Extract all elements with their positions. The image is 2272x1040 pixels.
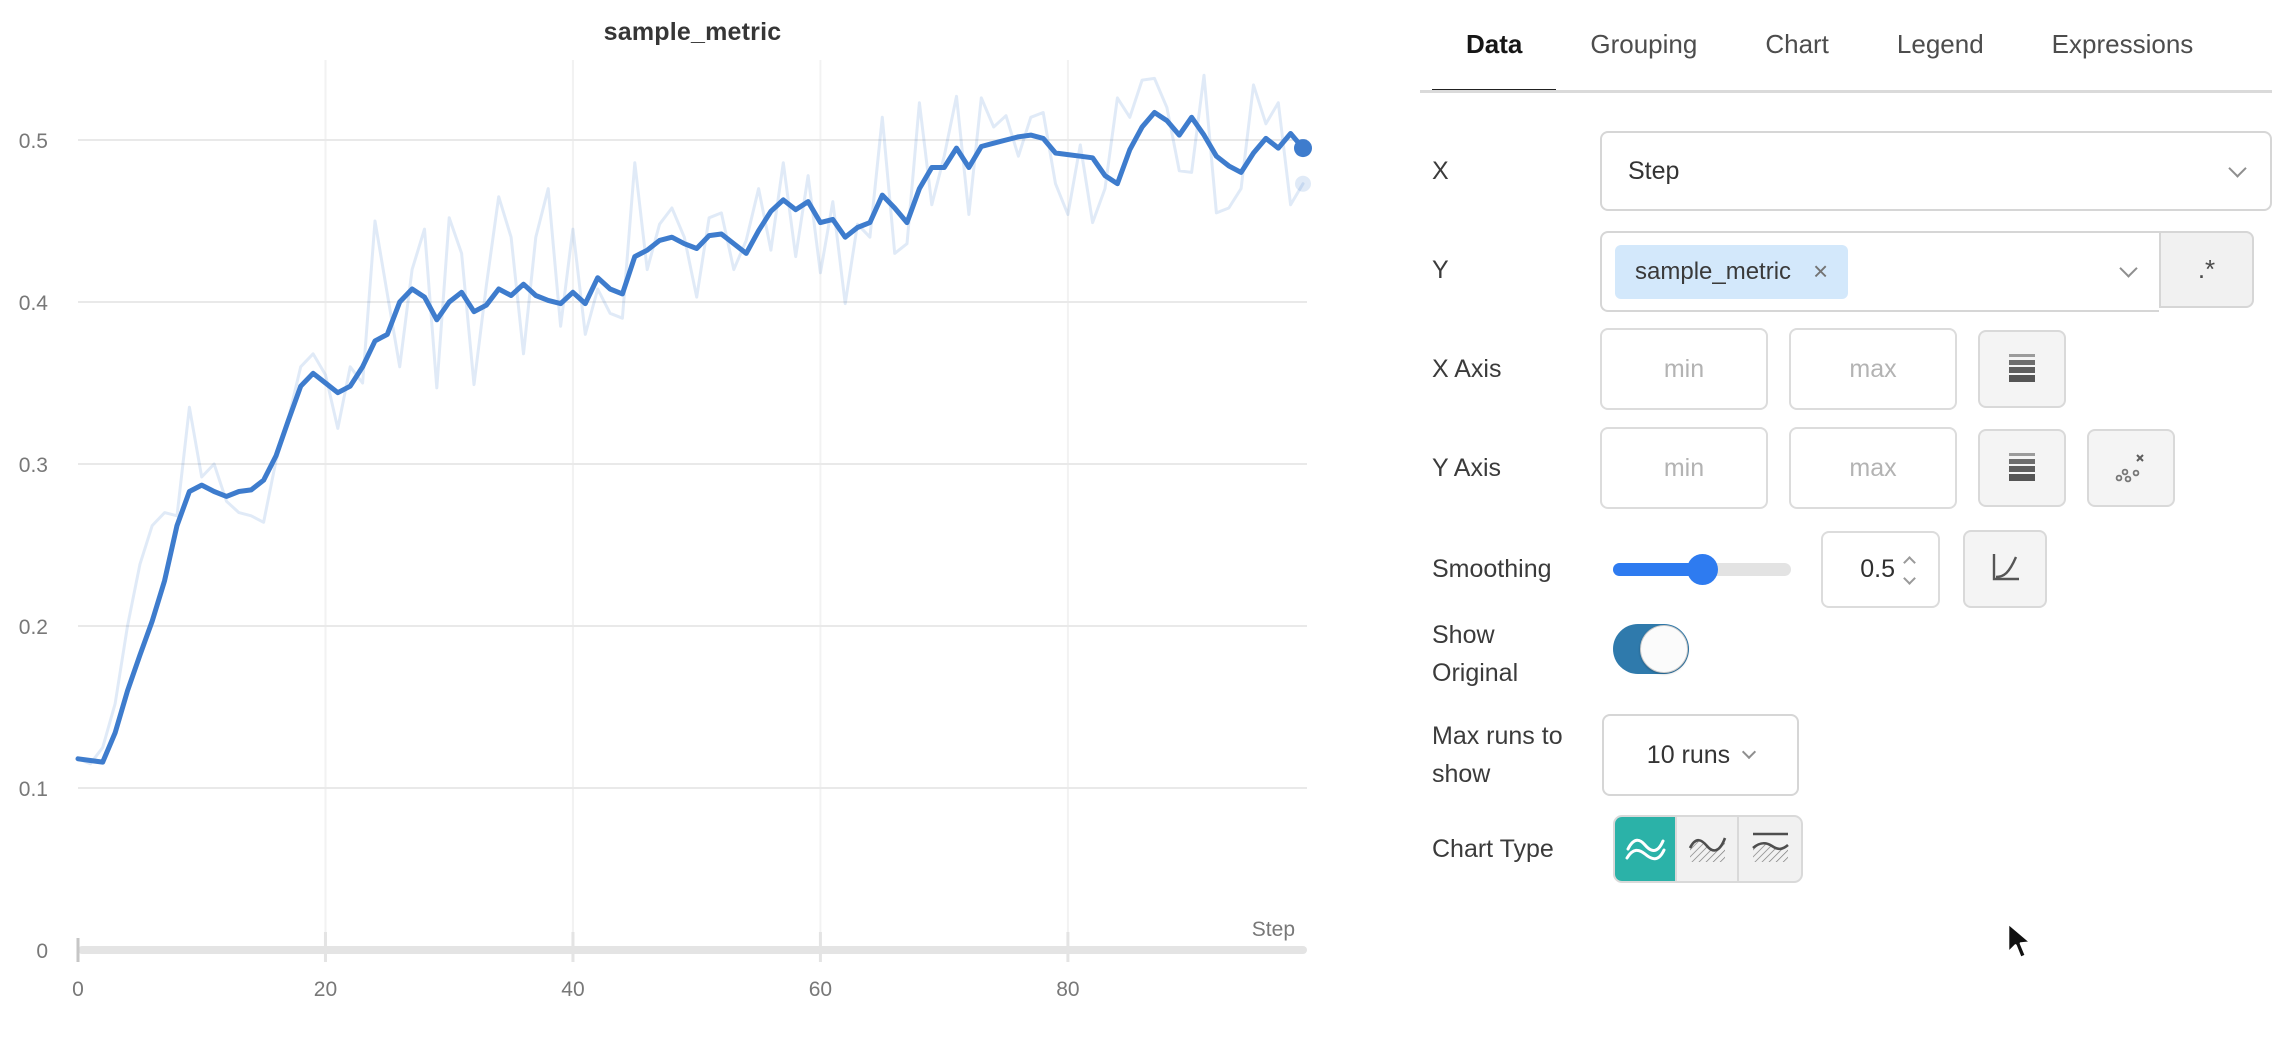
y-axis-log-scale-button[interactable] bbox=[1978, 429, 2066, 507]
settings-panel: Data Grouping Chart Legend Expressions X… bbox=[1420, 0, 2272, 1040]
smoothing-type-button[interactable] bbox=[1963, 530, 2047, 608]
y-select-field[interactable]: sample_metric × bbox=[1600, 231, 2159, 312]
svg-text:80: 80 bbox=[1056, 978, 1079, 1001]
line-chart-icon bbox=[1623, 827, 1667, 872]
outliers-scatter-icon bbox=[2111, 446, 2151, 491]
show-original-toggle[interactable] bbox=[1613, 624, 1689, 674]
svg-text:60: 60 bbox=[809, 978, 832, 1001]
show-original-label: Show Original bbox=[1432, 621, 1519, 687]
chart-panel: sample_metric 0 0.1 0.2 0.3 0.4 0.5 0 20 40 60 80 S… bbox=[0, 0, 1325, 1040]
smoothing-value-input[interactable] bbox=[1823, 553, 1897, 585]
metric-tag-label: sample_metric bbox=[1635, 257, 1792, 285]
max-runs-select[interactable]: 10 runs bbox=[1602, 714, 1799, 796]
toggle-knob[interactable] bbox=[1640, 625, 1688, 673]
log-scale-icon bbox=[2007, 449, 2037, 488]
svg-text:0: 0 bbox=[36, 940, 48, 963]
chart-title: sample_metric bbox=[603, 18, 782, 46]
y-axis-label: Y Axis bbox=[1432, 454, 1502, 482]
tab-data[interactable]: Data bbox=[1432, 0, 1557, 90]
svg-text:0.5: 0.5 bbox=[19, 130, 48, 153]
x-axis-min-input[interactable] bbox=[1600, 328, 1768, 410]
y-axis-max-input[interactable] bbox=[1789, 427, 1957, 509]
svg-text:0.4: 0.4 bbox=[19, 292, 49, 315]
close-icon[interactable]: × bbox=[1813, 256, 1829, 286]
metric-tag[interactable]: sample_metric × bbox=[1615, 244, 1849, 299]
smoothing-slider[interactable] bbox=[1613, 553, 1791, 585]
y-axis-row: Y Axis bbox=[1432, 427, 2272, 509]
x-axis-row: X Axis bbox=[1432, 328, 2272, 410]
x-axis-label: X Axis bbox=[1432, 355, 1502, 383]
standard-area-chart-icon bbox=[1748, 826, 1792, 873]
y-axis-min-input[interactable] bbox=[1600, 427, 1768, 509]
ignore-outliers-button[interactable] bbox=[2087, 429, 2175, 507]
slider-knob[interactable] bbox=[1687, 554, 1718, 585]
svg-text:0.2: 0.2 bbox=[19, 616, 48, 639]
chart-type-standard-area-button[interactable] bbox=[1739, 817, 1801, 881]
show-original-row: Show Original bbox=[1432, 616, 2272, 704]
area-chart-icon bbox=[1685, 826, 1729, 873]
tab-expressions[interactable]: Expressions bbox=[2051, 29, 2194, 59]
max-runs-row: Max runs to show 10 runs bbox=[1432, 714, 2272, 796]
svg-text:0.1: 0.1 bbox=[19, 778, 48, 801]
line-chart[interactable]: 0 0.1 0.2 0.3 0.4 0.5 0 20 40 60 80 Step bbox=[0, 0, 1325, 1040]
tab-grouping[interactable]: Grouping bbox=[1590, 29, 1698, 59]
x-select-value: Step bbox=[1628, 156, 1680, 185]
x-axis-log-scale-button[interactable] bbox=[1978, 330, 2066, 408]
chart-type-area-button[interactable] bbox=[1677, 817, 1739, 881]
chart-type-line-button[interactable] bbox=[1615, 817, 1677, 881]
x-label: X bbox=[1432, 157, 1449, 185]
ema-curve-icon bbox=[1986, 548, 2024, 591]
x-row: X Step bbox=[1432, 131, 2272, 211]
chart-type-row: Chart Type bbox=[1432, 815, 2272, 883]
svg-text:40: 40 bbox=[561, 978, 584, 1001]
chart-type-segmented-control bbox=[1613, 815, 1803, 883]
y-row: Y sample_metric × .* bbox=[1432, 231, 2272, 312]
svg-text:0.3: 0.3 bbox=[19, 454, 48, 477]
stepper-arrows[interactable] bbox=[1903, 555, 1916, 585]
chart-type-label: Chart Type bbox=[1432, 835, 1554, 863]
tab-chart[interactable]: Chart bbox=[1765, 29, 1829, 59]
tab-legend[interactable]: Legend bbox=[1896, 29, 1984, 59]
chevron-down-icon bbox=[1742, 744, 1757, 760]
log-scale-icon bbox=[2007, 350, 2037, 389]
slider-fill bbox=[1613, 563, 1702, 576]
chevron-up-icon[interactable] bbox=[1903, 555, 1916, 569]
max-runs-label: Max runs to show bbox=[1432, 722, 1563, 788]
y-metric-select[interactable]: sample_metric × .* bbox=[1600, 231, 2254, 312]
svg-text:0: 0 bbox=[72, 978, 84, 1001]
max-runs-value: 10 runs bbox=[1646, 740, 1731, 769]
y-label: Y bbox=[1432, 255, 1449, 284]
svg-text:Step: Step bbox=[1252, 918, 1295, 941]
smoothing-value-box bbox=[1821, 530, 1940, 608]
chevron-down-icon[interactable] bbox=[1903, 571, 1916, 585]
smoothing-label: Smoothing bbox=[1432, 555, 1552, 583]
svg-text:20: 20 bbox=[314, 978, 337, 1001]
smoothing-row: Smoothing bbox=[1432, 530, 2272, 608]
regex-toggle-button[interactable]: .* bbox=[2159, 231, 2254, 308]
chevron-down-icon bbox=[2228, 158, 2247, 178]
x-axis-max-input[interactable] bbox=[1789, 328, 1957, 410]
x-metric-select[interactable]: Step bbox=[1600, 131, 2272, 211]
settings-rows: X Step Y sample_metric × bbox=[1420, 93, 2272, 883]
tab-bar: Data Grouping Chart Legend Expressions bbox=[1420, 0, 2272, 93]
chevron-down-icon bbox=[2119, 259, 2138, 278]
